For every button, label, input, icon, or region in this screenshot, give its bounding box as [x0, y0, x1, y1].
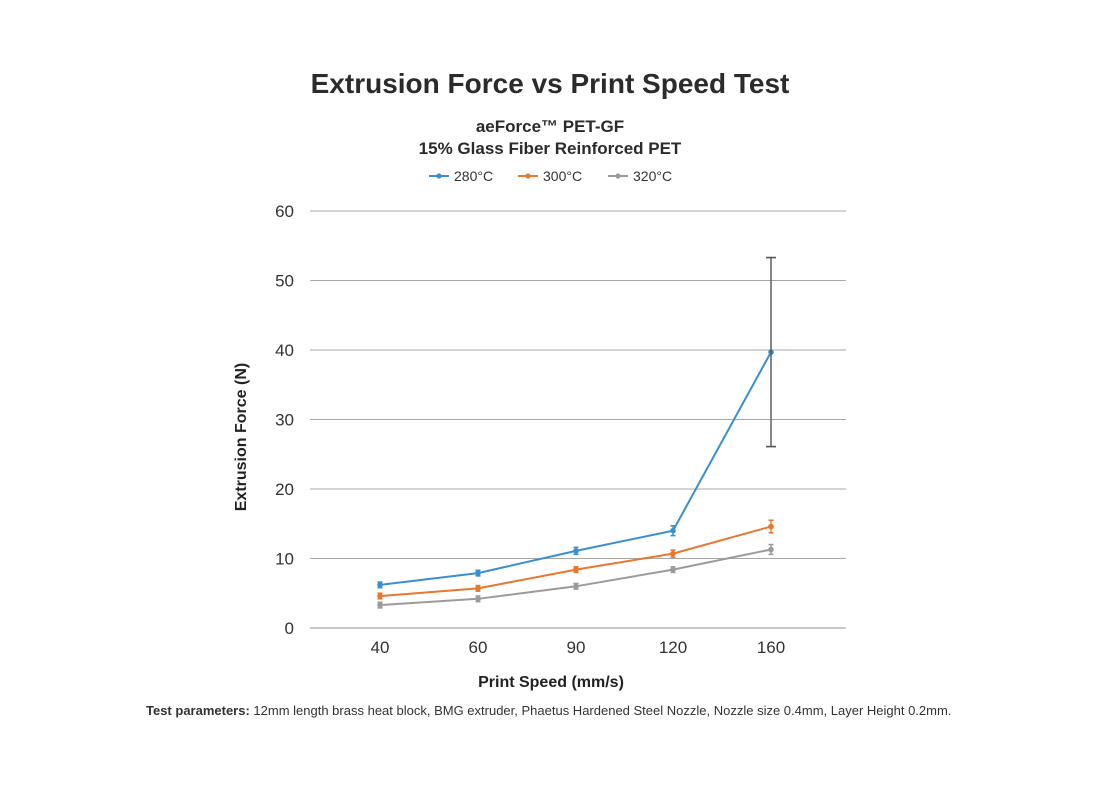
chart-subtitle-material: 15% Glass Fiber Reinforced PET: [418, 139, 682, 158]
test-parameters-label: Test parameters:: [146, 703, 250, 718]
y-tick-label-10: 10: [275, 550, 294, 569]
legend-marker-3: [615, 173, 621, 179]
y-tick-label-0: 0: [285, 619, 294, 638]
y-tick-label-50: 50: [275, 272, 294, 291]
x-tick-label-60: 60: [469, 638, 488, 657]
x-axis-label: Print Speed (mm/s): [478, 674, 624, 691]
legend-label-1: 280°C: [454, 168, 493, 184]
y-tick-label-40: 40: [275, 341, 294, 360]
test-parameters-text: 12mm length brass heat block, BMG extrud…: [249, 703, 952, 718]
chart-title: Extrusion Force vs Print Speed Test: [310, 68, 790, 99]
x-tick-label-160: 160: [757, 638, 785, 657]
chart-subtitle-product: aeForce™ PET-GF: [475, 117, 625, 136]
legend-marker-2: [525, 173, 531, 179]
x-axis-ticks: 40 60 90 120 160: [371, 638, 786, 657]
gridlines: [310, 210, 846, 629]
y-axis-ticks: 0 10 20 30 40 50 60: [275, 202, 294, 638]
y-tick-label-20: 20: [275, 480, 294, 499]
y-tick-label-60: 60: [275, 202, 294, 221]
x-tick-label-90: 90: [567, 638, 586, 657]
legend-label-3: 320°C: [633, 168, 672, 184]
y-tick-label-30: 30: [275, 411, 294, 430]
legend: 280°C 300°C 320°C: [429, 168, 672, 184]
legend-marker-1: [436, 173, 442, 179]
y-axis-label: Extrusion Force (N): [233, 363, 250, 511]
test-parameters-note: Test parameters: 12mm length brass heat …: [146, 703, 951, 718]
error-bars: [377, 256, 776, 609]
x-tick-label-40: 40: [371, 638, 390, 657]
x-tick-label-120: 120: [659, 638, 687, 657]
legend-label-2: 300°C: [543, 168, 582, 184]
